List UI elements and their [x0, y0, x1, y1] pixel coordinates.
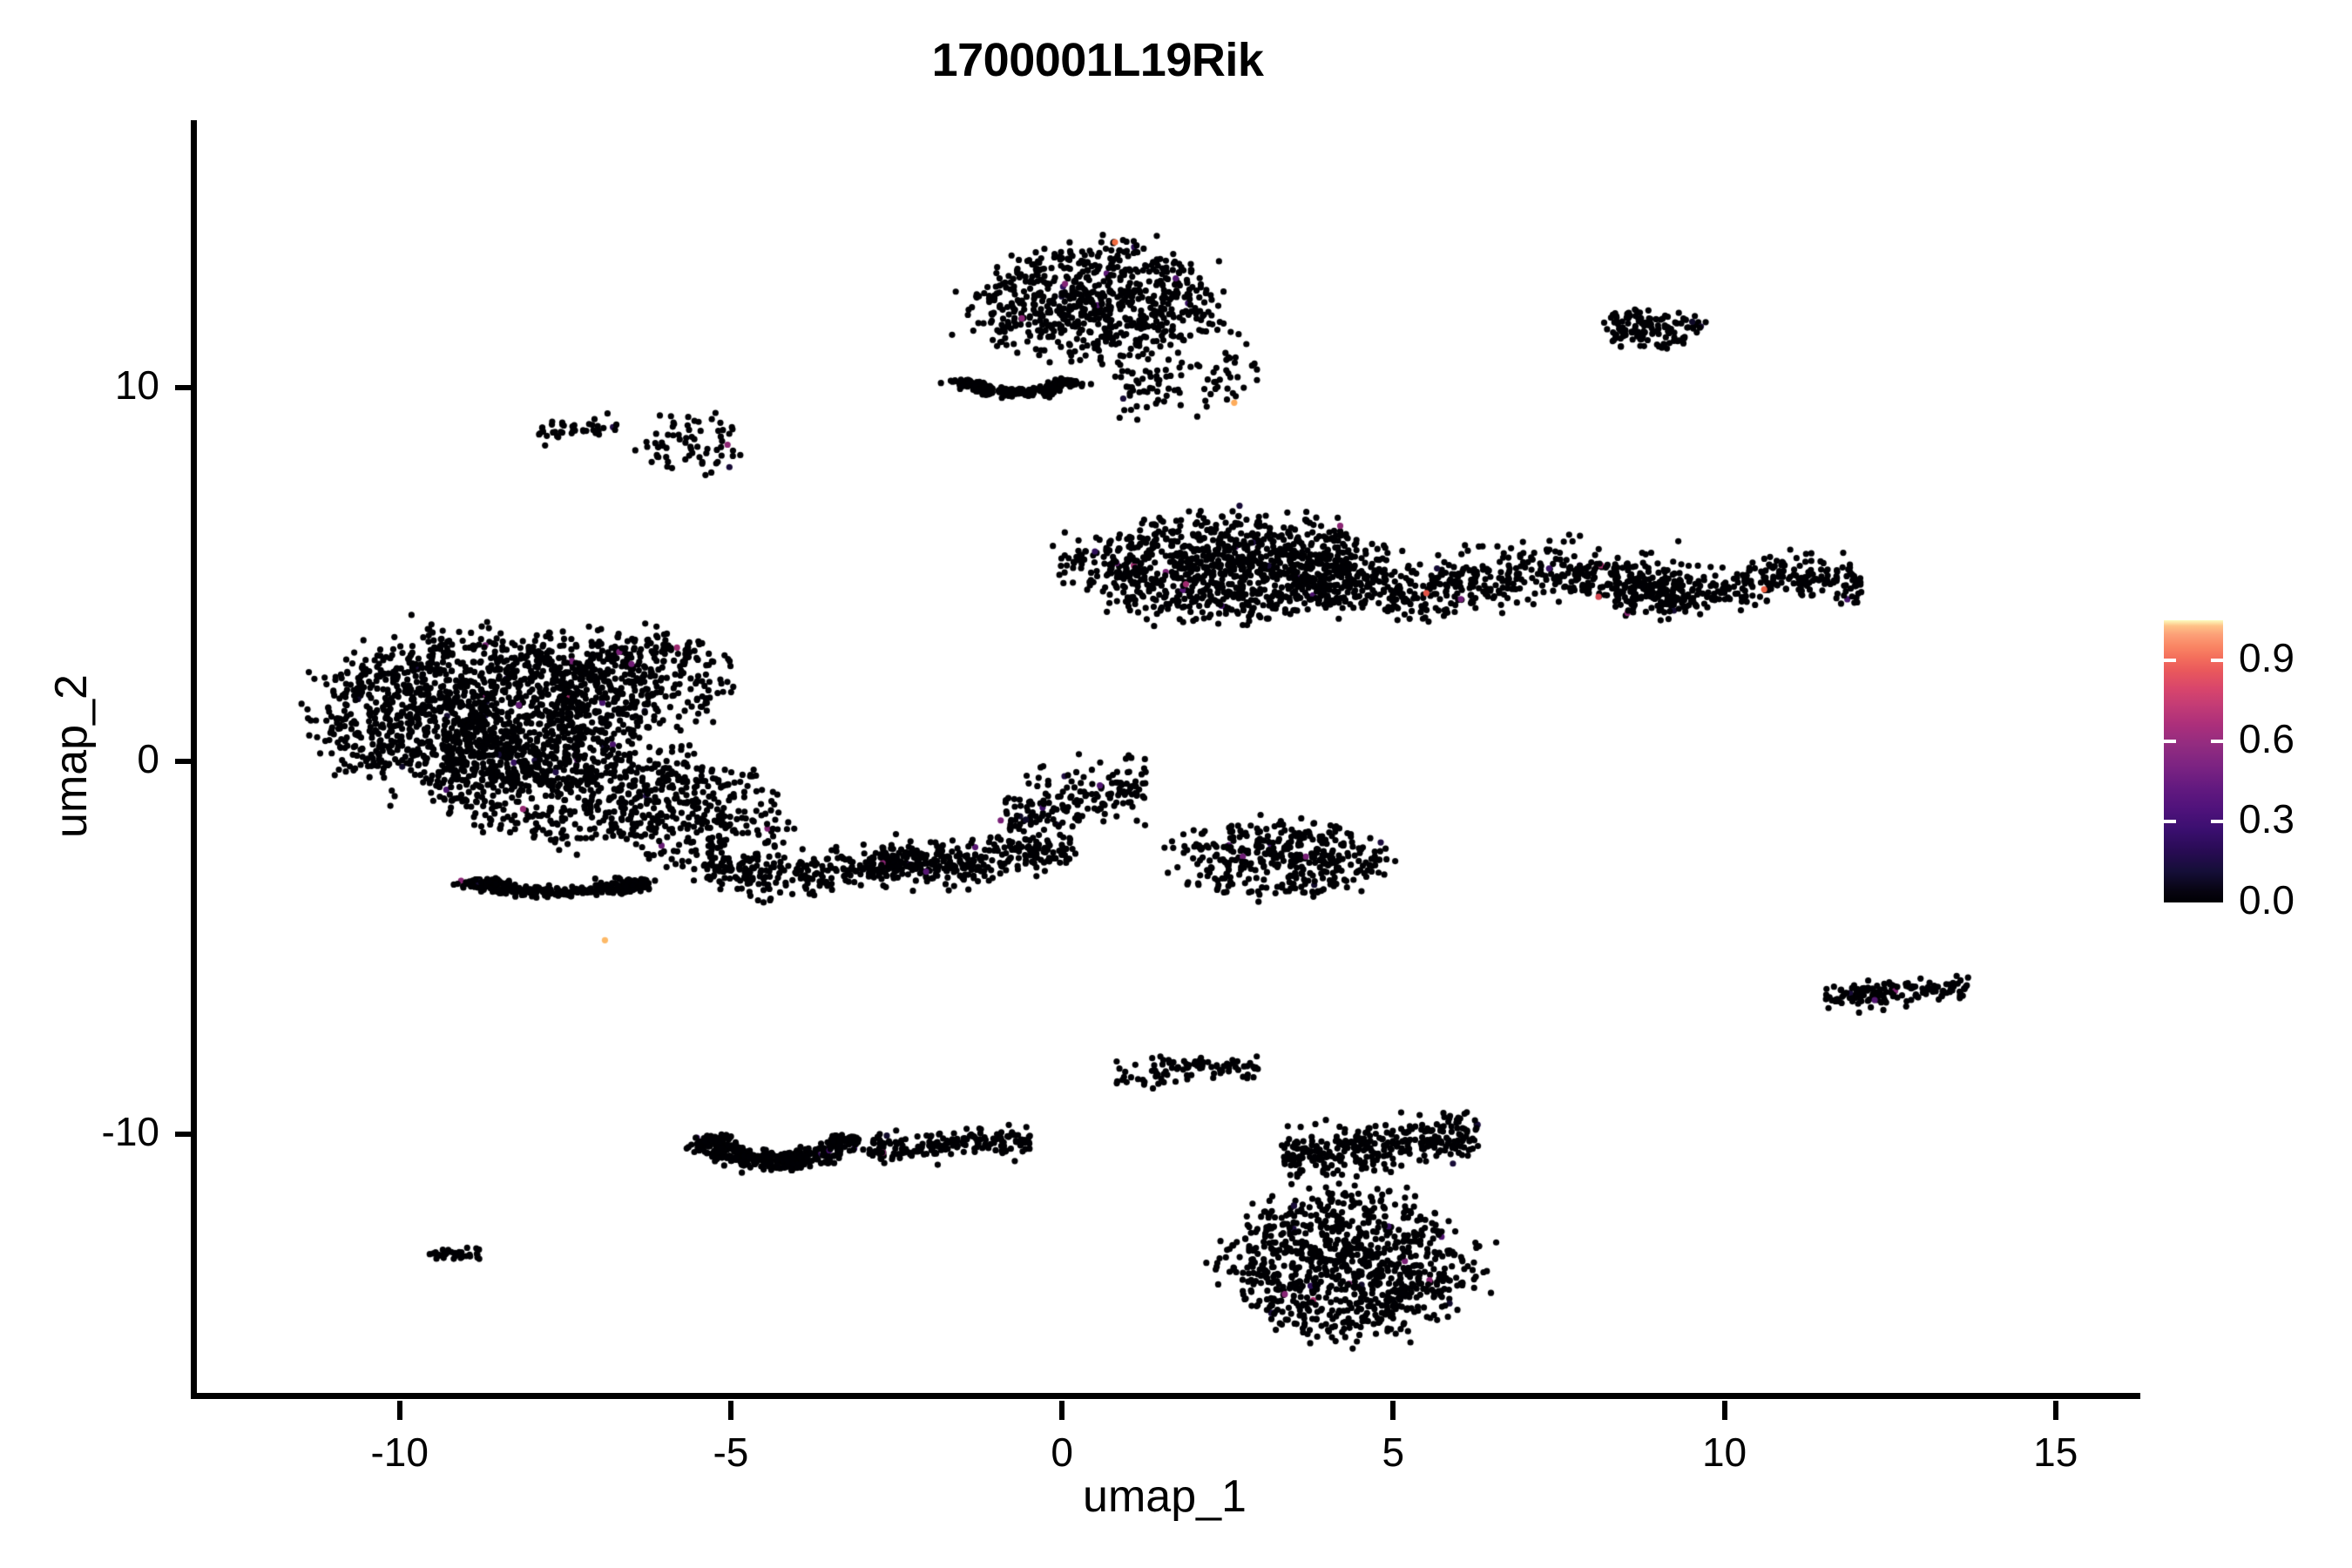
y-tick-mark	[175, 385, 194, 391]
x-tick-label: 10	[1701, 1429, 1747, 1475]
y-tick-label: 10	[114, 362, 159, 409]
x-tick-mark	[1059, 1401, 1065, 1420]
page-title: 1700001L19Rik	[931, 34, 1264, 86]
y-axis-label: umap_2	[46, 674, 97, 838]
x-tick-mark	[1721, 1401, 1727, 1420]
colorbar-tick-mark	[2164, 739, 2223, 743]
colorbar-tick-mark	[2164, 659, 2223, 663]
x-tick-mark	[2052, 1401, 2058, 1420]
colorbar-gradient	[2164, 620, 2223, 902]
x-tick-label: 15	[2033, 1429, 2078, 1475]
y-tick-mark	[175, 758, 194, 764]
y-tick-mark	[175, 1132, 194, 1138]
colorbar-tick-label: 0.0	[2239, 877, 2295, 923]
x-tick-label: 0	[1051, 1429, 1073, 1475]
colorbar-tick-label: 0.6	[2239, 715, 2295, 761]
x-tick-mark	[1390, 1401, 1396, 1420]
x-axis-line	[191, 1393, 2140, 1399]
plot-panel	[194, 123, 2135, 1396]
x-tick-label: 5	[1382, 1429, 1405, 1475]
x-tick-label: -10	[370, 1429, 429, 1475]
x-tick-mark	[727, 1401, 733, 1420]
color-legend: 0.9 0.6 0.3 0.0	[2164, 620, 2352, 923]
x-tick-label: -5	[713, 1429, 749, 1475]
y-tick-label: 0	[137, 735, 159, 781]
colorbar-tick-label: 0.9	[2239, 635, 2295, 681]
x-axis-label: umap_1	[1083, 1471, 1247, 1522]
colorbar-tick-label: 0.3	[2239, 796, 2295, 842]
colorbar-tick-mark	[2164, 820, 2223, 824]
x-tick-mark	[396, 1401, 402, 1420]
y-tick-label: -10	[101, 1109, 159, 1155]
scatter-points-layer	[194, 123, 2135, 1396]
